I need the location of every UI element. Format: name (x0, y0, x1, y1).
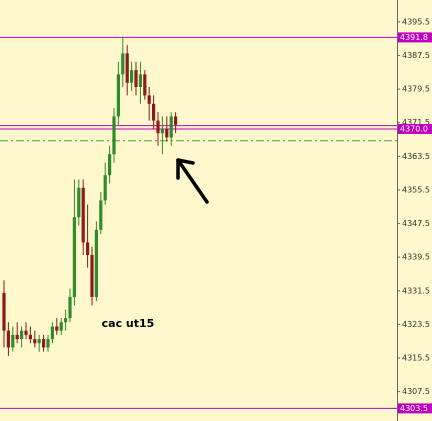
y-tick-label: 4371.5 (402, 118, 430, 127)
y-tick-label: 4387.5 (402, 51, 430, 60)
y-tick-label: 4315.5 (402, 353, 430, 362)
y-tick-label: 4307.5 (402, 387, 430, 396)
candle-body (50, 326, 54, 340)
y-tick-label: 4323.5 (402, 320, 430, 329)
candle-body (169, 116, 173, 138)
price-label-box (398, 123, 432, 134)
candle-body (134, 70, 138, 87)
candle-body (24, 330, 28, 335)
candle-body (125, 53, 129, 83)
candle-body (138, 74, 142, 87)
candle-body (121, 53, 125, 75)
candle-body (147, 95, 151, 104)
candle-body (6, 330, 10, 348)
candle-body (143, 74, 147, 96)
annotation: cac ut15 (102, 317, 155, 330)
candle-body (103, 175, 107, 201)
candle-body (77, 187, 81, 218)
price-label-box (398, 403, 432, 414)
price-label: 4303.5 (400, 404, 428, 413)
candle-body (15, 334, 19, 340)
candle-body (108, 154, 112, 176)
y-tick-label: 4331.5 (402, 286, 430, 295)
y-tick-label: 4379.5 (402, 85, 430, 94)
candle-body (116, 74, 120, 117)
y-tick-label: 4363.5 (402, 152, 430, 161)
price-label: 4370.0 (400, 124, 428, 133)
candle-body (68, 297, 72, 319)
y-tick-label: 4355.5 (402, 185, 430, 194)
candle-body (130, 70, 134, 83)
candle-body (20, 330, 24, 340)
price-label: 4391.8 (400, 33, 428, 42)
candle-body (33, 339, 37, 344)
candle-body (46, 339, 50, 348)
y-tick-label: 4395.5 (402, 17, 430, 26)
candle-body (99, 200, 103, 230)
candle-body (2, 292, 6, 331)
candle-body (55, 326, 59, 331)
candle-body (72, 217, 76, 298)
price-label-box (398, 32, 432, 43)
arrow (176, 158, 209, 204)
candle-body (112, 116, 116, 155)
candle-body (152, 103, 156, 121)
y-tick-label: 4347.5 (402, 219, 430, 228)
candle-body (37, 339, 41, 344)
candle-body (86, 242, 90, 256)
candle-body (28, 334, 32, 340)
y-tick-label: 4339.5 (402, 253, 430, 262)
candle-body (42, 339, 46, 348)
candle-body (59, 322, 63, 331)
candle-body (81, 187, 85, 243)
candle-body (94, 229, 98, 298)
candle-body (64, 318, 68, 323)
candle-body (156, 120, 160, 134)
candle-body (160, 128, 164, 134)
candle-body (174, 116, 178, 125)
candle-body (90, 255, 94, 298)
candle-body (165, 128, 169, 138)
candle-body (11, 334, 15, 348)
